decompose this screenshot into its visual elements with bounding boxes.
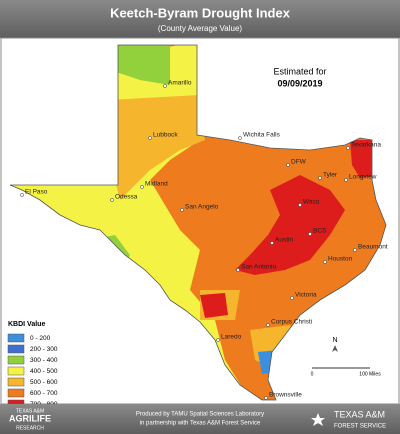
city-label: Odessa bbox=[115, 194, 138, 201]
legend-label: 300 - 400 bbox=[30, 357, 58, 364]
city-label: Lubbock bbox=[153, 132, 178, 139]
city-dot bbox=[264, 396, 268, 400]
region-300-400-north bbox=[110, 45, 170, 85]
city-layer: Amarillo Lubbock Wichita Falls Texarkana DFW… bbox=[20, 80, 388, 400]
region-700-800-south bbox=[200, 293, 228, 318]
city-label: El Paso bbox=[25, 189, 48, 196]
legend-label: 0 - 200 bbox=[30, 335, 51, 342]
city-dot bbox=[238, 136, 242, 140]
texas-outline bbox=[9, 44, 387, 401]
city-dot bbox=[298, 203, 302, 207]
city-dot bbox=[110, 198, 114, 202]
credit-line: in partnership with Texas A&M Forest Ser… bbox=[140, 421, 261, 427]
legend-swatch bbox=[7, 366, 25, 376]
city-dot bbox=[308, 232, 312, 236]
footer-bar bbox=[0, 404, 400, 434]
credit-line: Produced by TAMU Spatial Sciences Labora… bbox=[136, 412, 264, 418]
city-dot bbox=[148, 136, 152, 140]
city-label: Austin bbox=[275, 237, 293, 244]
city-label: BCS bbox=[313, 228, 327, 235]
city-dot bbox=[323, 260, 327, 264]
legend-swatch bbox=[7, 388, 25, 398]
left-logo-line: TEXAS A&M bbox=[16, 408, 44, 414]
city-label: Longview bbox=[349, 174, 377, 181]
estimate-label: Estimated for bbox=[273, 66, 326, 76]
city-dot bbox=[163, 84, 167, 88]
city-dot bbox=[216, 338, 220, 342]
compass-arrow bbox=[332, 345, 338, 352]
city-label: Corpus Christi bbox=[271, 319, 312, 326]
scale-start: 0 bbox=[311, 371, 314, 377]
legend-label: 500 - 600 bbox=[30, 379, 58, 386]
legend-swatch bbox=[7, 355, 25, 365]
city-label: Wichita Falls bbox=[243, 132, 281, 139]
region-700-800-central bbox=[235, 175, 345, 275]
city-label: Tyler bbox=[323, 172, 338, 179]
city-dot bbox=[20, 193, 24, 197]
city-label: Houston bbox=[328, 256, 353, 263]
city-label: San Antonio bbox=[241, 264, 276, 271]
city-dot bbox=[344, 178, 348, 182]
city-label: San Angelo bbox=[185, 204, 219, 211]
right-logo-line: FOREST SERVICE bbox=[334, 424, 386, 430]
legend-swatch bbox=[7, 333, 25, 343]
legend-title: KBDI Value bbox=[8, 321, 45, 328]
region-700-800-east bbox=[350, 140, 378, 178]
city-label: Brownsville bbox=[269, 392, 302, 399]
city-dot bbox=[290, 296, 294, 300]
city-dot bbox=[286, 163, 290, 167]
city-label: Victoria bbox=[295, 292, 317, 299]
city-dot bbox=[180, 208, 184, 212]
city-dot bbox=[266, 323, 270, 327]
header-bar bbox=[0, 0, 400, 38]
left-logo-line: AGRILIFE bbox=[9, 413, 51, 423]
legend-label: 600 - 700 bbox=[30, 390, 58, 397]
scale-end: 100 Miles bbox=[359, 371, 381, 377]
legend-label: 400 - 500 bbox=[30, 368, 58, 375]
city-label: Amarillo bbox=[168, 80, 192, 87]
region-500-600 bbox=[105, 95, 205, 200]
city-dot bbox=[318, 176, 322, 180]
city-dot bbox=[346, 146, 350, 150]
right-logo-line: TEXAS A&M bbox=[334, 409, 385, 419]
city-label: Midland bbox=[145, 181, 168, 188]
city-label: Laredo bbox=[221, 334, 242, 341]
legend-swatch bbox=[7, 344, 25, 354]
city-dot bbox=[236, 268, 240, 272]
city-label: Texarkana bbox=[351, 142, 381, 149]
city-dot bbox=[353, 248, 357, 252]
subtitle: (County Average Value) bbox=[158, 24, 243, 33]
city-label: Beaumont bbox=[358, 244, 388, 251]
title: Keetch-Byram Drought Index bbox=[110, 5, 291, 20]
city-dot bbox=[140, 185, 144, 189]
legend-swatch bbox=[7, 377, 25, 387]
legend-label: 200 - 300 bbox=[30, 346, 58, 353]
city-label: DFW bbox=[291, 159, 307, 166]
left-logo-line: RESEARCH bbox=[16, 425, 44, 431]
compass: N bbox=[332, 337, 337, 344]
star-icon bbox=[311, 413, 325, 426]
city-dot bbox=[270, 241, 274, 245]
estimate-date: 09/09/2019 bbox=[277, 78, 322, 88]
city-label: Waco bbox=[303, 199, 320, 206]
